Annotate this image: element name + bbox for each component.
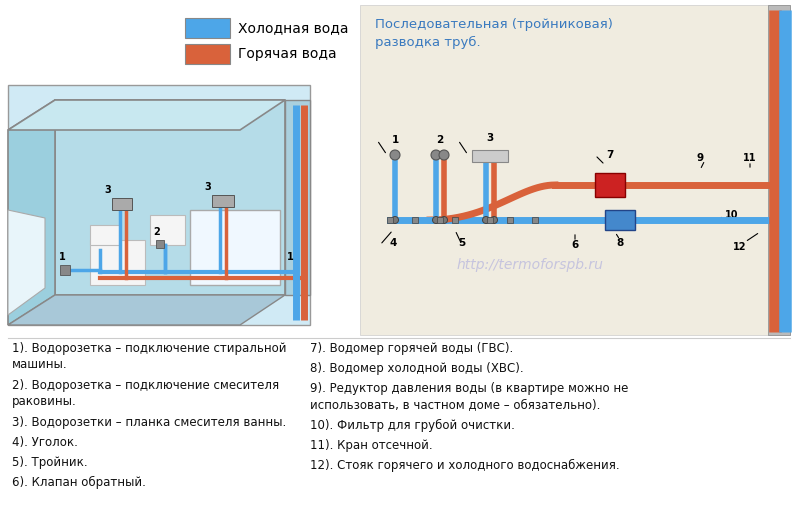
Text: 12: 12 <box>733 242 747 252</box>
Text: Последовательная (тройниковая)
разводка труб.: Последовательная (тройниковая) разводка … <box>375 18 613 49</box>
Text: Горячая вода: Горячая вода <box>238 47 337 61</box>
Text: 10). Фильтр для грубой очистки.: 10). Фильтр для грубой очистки. <box>310 419 515 432</box>
Circle shape <box>433 217 440 224</box>
Text: 8). Водомер холодной воды (ХВС).: 8). Водомер холодной воды (ХВС). <box>310 362 523 375</box>
Polygon shape <box>190 210 280 285</box>
Text: 2: 2 <box>437 135 444 145</box>
Text: 3). Водорозетки – планка смесителя ванны.: 3). Водорозетки – планка смесителя ванны… <box>12 416 286 429</box>
Circle shape <box>431 150 441 160</box>
Text: 2). Водорозетка – подключение смесителя
раковины.: 2). Водорозетка – подключение смесителя … <box>12 379 279 408</box>
Text: 1: 1 <box>286 252 294 262</box>
Bar <box>60 265 70 275</box>
Bar <box>112 198 132 210</box>
Bar <box>412 217 418 223</box>
Text: 9: 9 <box>697 153 704 163</box>
Circle shape <box>483 217 489 224</box>
Text: 2: 2 <box>154 227 160 237</box>
Circle shape <box>439 150 449 160</box>
Bar <box>437 217 443 223</box>
Text: 9). Редуктор давления воды (в квартире можно не
использовать, в частном доме – о: 9). Редуктор давления воды (в квартире м… <box>310 382 628 412</box>
Polygon shape <box>8 295 285 325</box>
Text: 3: 3 <box>486 133 494 143</box>
Text: http://termoforspb.ru: http://termoforspb.ru <box>456 258 603 272</box>
Bar <box>605 210 635 230</box>
Circle shape <box>390 150 400 160</box>
Bar <box>472 150 508 162</box>
Polygon shape <box>150 215 185 245</box>
Polygon shape <box>90 240 145 285</box>
Text: 4: 4 <box>389 238 397 248</box>
Polygon shape <box>8 210 45 315</box>
Bar <box>185 18 230 38</box>
Text: 6: 6 <box>571 240 579 250</box>
Bar <box>156 240 164 248</box>
Bar <box>507 217 513 223</box>
Circle shape <box>392 217 398 224</box>
Bar <box>452 217 458 223</box>
Text: 7). Водомер горячей воды (ГВС).: 7). Водомер горячей воды (ГВС). <box>310 342 513 355</box>
Circle shape <box>440 217 448 224</box>
Polygon shape <box>285 100 310 295</box>
Bar <box>387 217 393 223</box>
Bar <box>487 217 493 223</box>
Polygon shape <box>55 100 285 295</box>
Text: 11). Кран отсечной.: 11). Кран отсечной. <box>310 439 433 452</box>
Text: 4). Уголок.: 4). Уголок. <box>12 436 78 449</box>
Text: 3: 3 <box>204 182 211 192</box>
Bar <box>532 217 538 223</box>
Polygon shape <box>8 100 285 130</box>
Text: 12). Стояк горячего и холодного водоснабжения.: 12). Стояк горячего и холодного водоснаб… <box>310 459 619 472</box>
Text: 5: 5 <box>458 238 465 248</box>
Bar <box>595 173 625 197</box>
Text: 1: 1 <box>391 135 399 145</box>
Text: 3: 3 <box>105 185 112 195</box>
Polygon shape <box>8 85 310 325</box>
Polygon shape <box>8 100 55 325</box>
Text: 10: 10 <box>725 210 738 220</box>
Polygon shape <box>90 225 120 245</box>
Text: 7: 7 <box>606 150 614 160</box>
Text: 1). Водорозетка – подключение стиральной
машины.: 1). Водорозетка – подключение стиральной… <box>12 342 286 371</box>
Text: 1: 1 <box>58 252 65 262</box>
Text: 5). Тройник.: 5). Тройник. <box>12 456 88 469</box>
Bar <box>768 5 790 335</box>
Text: 8: 8 <box>616 238 623 248</box>
Text: 11: 11 <box>743 153 757 163</box>
Bar <box>360 5 790 335</box>
Text: Холодная вода: Холодная вода <box>238 21 349 35</box>
Circle shape <box>491 217 497 224</box>
Text: 6). Клапан обратный.: 6). Клапан обратный. <box>12 476 146 489</box>
Bar <box>185 44 230 64</box>
Bar <box>212 195 234 207</box>
